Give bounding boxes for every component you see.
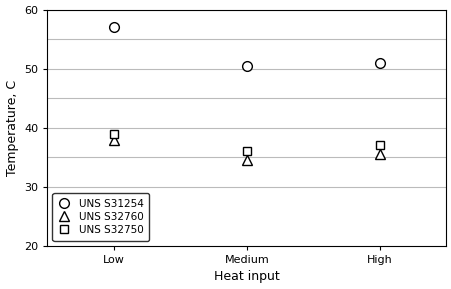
UNS S31254 [244,64,249,67]
UNS S32760 [244,158,249,162]
Line: UNS S32750: UNS S32750 [110,129,383,155]
UNS S32750 [244,150,249,153]
X-axis label: Heat input: Heat input [213,271,279,284]
UNS S31254 [111,25,116,29]
Legend: UNS S31254, UNS S32760, UNS S32750: UNS S31254, UNS S32760, UNS S32750 [52,193,148,241]
UNS S31254 [377,61,382,64]
UNS S32760 [377,153,382,156]
UNS S32750 [111,132,116,135]
Line: UNS S31254: UNS S31254 [109,23,384,71]
Y-axis label: Temperature, C: Temperature, C [5,80,18,176]
UNS S32760 [111,138,116,141]
Line: UNS S32760: UNS S32760 [109,135,384,165]
UNS S32750 [377,144,382,147]
